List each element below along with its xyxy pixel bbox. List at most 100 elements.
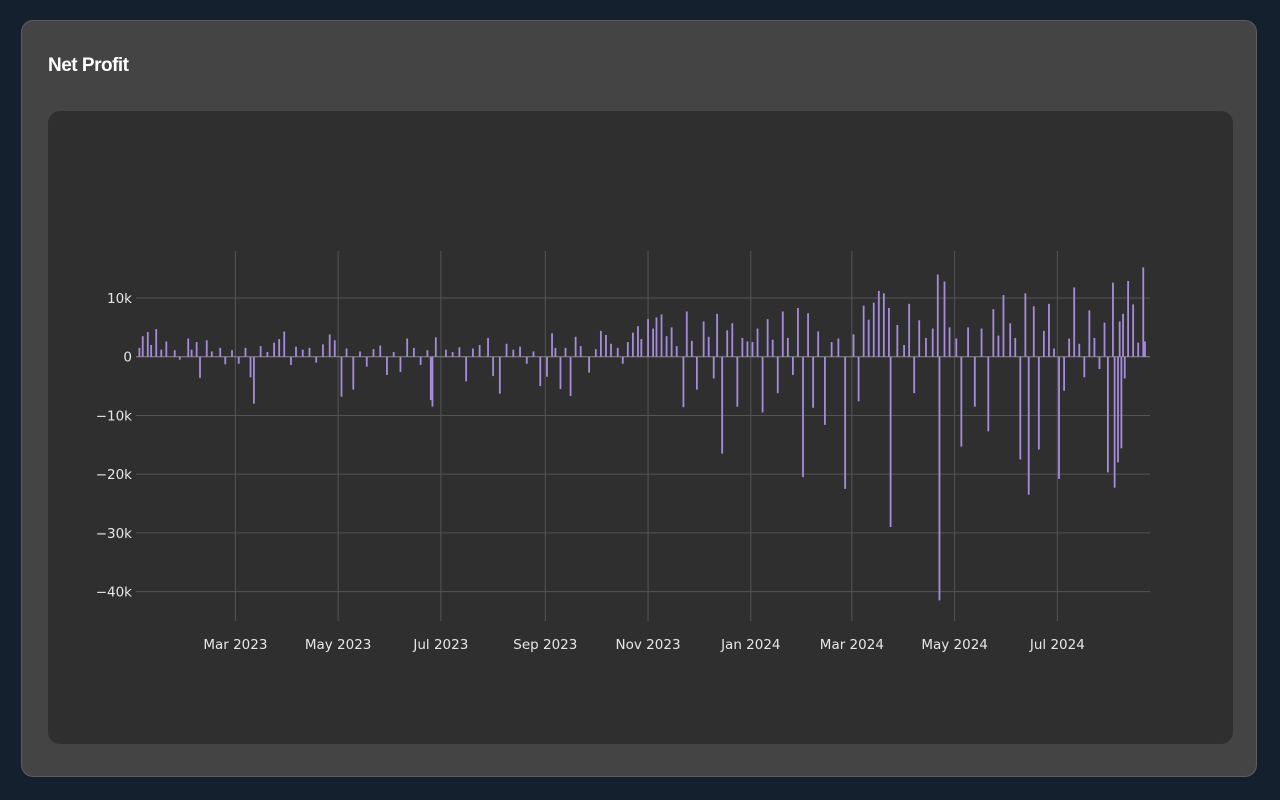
bar[interactable] xyxy=(352,356,355,390)
bar[interactable] xyxy=(1112,282,1114,357)
bar[interactable] xyxy=(579,346,582,357)
bar[interactable] xyxy=(487,337,489,357)
bar[interactable] xyxy=(1078,343,1081,357)
bar[interactable] xyxy=(1037,356,1040,450)
bar[interactable] xyxy=(652,328,655,357)
bar[interactable] xyxy=(610,343,612,357)
bar[interactable] xyxy=(943,281,946,357)
bar[interactable] xyxy=(519,346,521,357)
bar[interactable] xyxy=(908,303,911,357)
bar[interactable] xyxy=(751,342,754,357)
bar[interactable] xyxy=(781,311,784,357)
bar[interactable] xyxy=(1063,356,1065,391)
bar[interactable] xyxy=(844,356,847,489)
bar[interactable] xyxy=(451,352,454,357)
bar[interactable] xyxy=(731,323,734,357)
bar[interactable] xyxy=(588,356,590,373)
bar[interactable] xyxy=(1048,303,1050,357)
bar[interactable] xyxy=(365,356,368,367)
bar[interactable] xyxy=(967,327,969,357)
bar[interactable] xyxy=(955,338,958,357)
bar[interactable] xyxy=(1009,323,1012,357)
bar[interactable] xyxy=(1083,356,1086,378)
bar[interactable] xyxy=(205,340,208,357)
bar[interactable] xyxy=(997,335,1000,357)
bar[interactable] xyxy=(660,314,663,357)
bar[interactable] xyxy=(359,351,361,357)
bar[interactable] xyxy=(429,356,432,401)
bar[interactable] xyxy=(712,356,715,379)
bar[interactable] xyxy=(702,321,705,357)
bar[interactable] xyxy=(948,327,951,357)
bar[interactable] xyxy=(1058,356,1060,479)
bar[interactable] xyxy=(721,356,724,454)
bar[interactable] xyxy=(498,356,501,394)
bar[interactable] xyxy=(631,332,634,357)
bar[interactable] xyxy=(1014,337,1017,357)
bar[interactable] xyxy=(322,344,324,357)
bar[interactable] xyxy=(766,319,769,357)
bar[interactable] xyxy=(458,347,461,357)
bar[interactable] xyxy=(776,356,779,394)
bar[interactable] xyxy=(1024,293,1027,357)
bar[interactable] xyxy=(1073,287,1076,357)
bar[interactable] xyxy=(1093,337,1096,357)
bar[interactable] xyxy=(824,356,826,425)
bar[interactable] xyxy=(913,356,916,394)
bar[interactable] xyxy=(150,344,153,357)
bar[interactable] xyxy=(817,331,820,357)
bar[interactable] xyxy=(1088,310,1091,357)
bar[interactable] xyxy=(244,347,247,357)
bar[interactable] xyxy=(190,349,193,357)
bar[interactable] xyxy=(445,349,447,357)
bar[interactable] xyxy=(224,356,227,365)
bar[interactable] xyxy=(160,349,163,357)
bar[interactable] xyxy=(670,327,673,357)
bar[interactable] xyxy=(1137,342,1140,357)
bar[interactable] xyxy=(746,341,749,357)
bar[interactable] xyxy=(736,356,739,407)
bar[interactable] xyxy=(340,356,343,397)
bar[interactable] xyxy=(857,356,860,402)
bar[interactable] xyxy=(278,339,281,357)
bar[interactable] xyxy=(812,356,815,408)
bar[interactable] xyxy=(295,346,297,357)
bar[interactable] xyxy=(231,350,233,357)
bar[interactable] xyxy=(938,356,941,601)
bar[interactable] xyxy=(559,356,562,390)
bar[interactable] xyxy=(889,356,892,528)
bar[interactable] xyxy=(333,340,336,357)
bar[interactable] xyxy=(621,356,624,364)
bar[interactable] xyxy=(1118,321,1121,357)
bar[interactable] xyxy=(532,351,535,357)
bar[interactable] xyxy=(431,356,434,407)
bar[interactable] xyxy=(616,347,619,357)
bar[interactable] xyxy=(434,337,437,357)
bar[interactable] xyxy=(716,313,719,357)
bar[interactable] xyxy=(852,334,855,357)
bar[interactable] xyxy=(1053,348,1055,357)
bar[interactable] xyxy=(931,328,934,357)
bar[interactable] xyxy=(210,351,213,357)
bar[interactable] xyxy=(756,328,759,357)
bar[interactable] xyxy=(685,311,688,357)
bar[interactable] xyxy=(372,349,375,357)
bar[interactable] xyxy=(872,302,875,357)
bar[interactable] xyxy=(426,350,429,357)
bar[interactable] xyxy=(792,356,794,375)
bar[interactable] xyxy=(1120,356,1123,449)
bar[interactable] xyxy=(1113,356,1116,488)
bar[interactable] xyxy=(1019,356,1022,460)
bar[interactable] xyxy=(640,339,643,357)
bar[interactable] xyxy=(554,347,557,357)
bar[interactable] xyxy=(574,336,577,357)
bar[interactable] xyxy=(492,356,494,377)
bar[interactable] xyxy=(187,338,190,357)
bar[interactable] xyxy=(665,336,668,357)
bar[interactable] xyxy=(888,307,890,357)
bar[interactable] xyxy=(960,356,963,447)
bar[interactable] xyxy=(155,329,158,357)
bar[interactable] xyxy=(925,337,927,357)
bar[interactable] xyxy=(1127,280,1129,357)
bar[interactable] xyxy=(1068,338,1071,357)
